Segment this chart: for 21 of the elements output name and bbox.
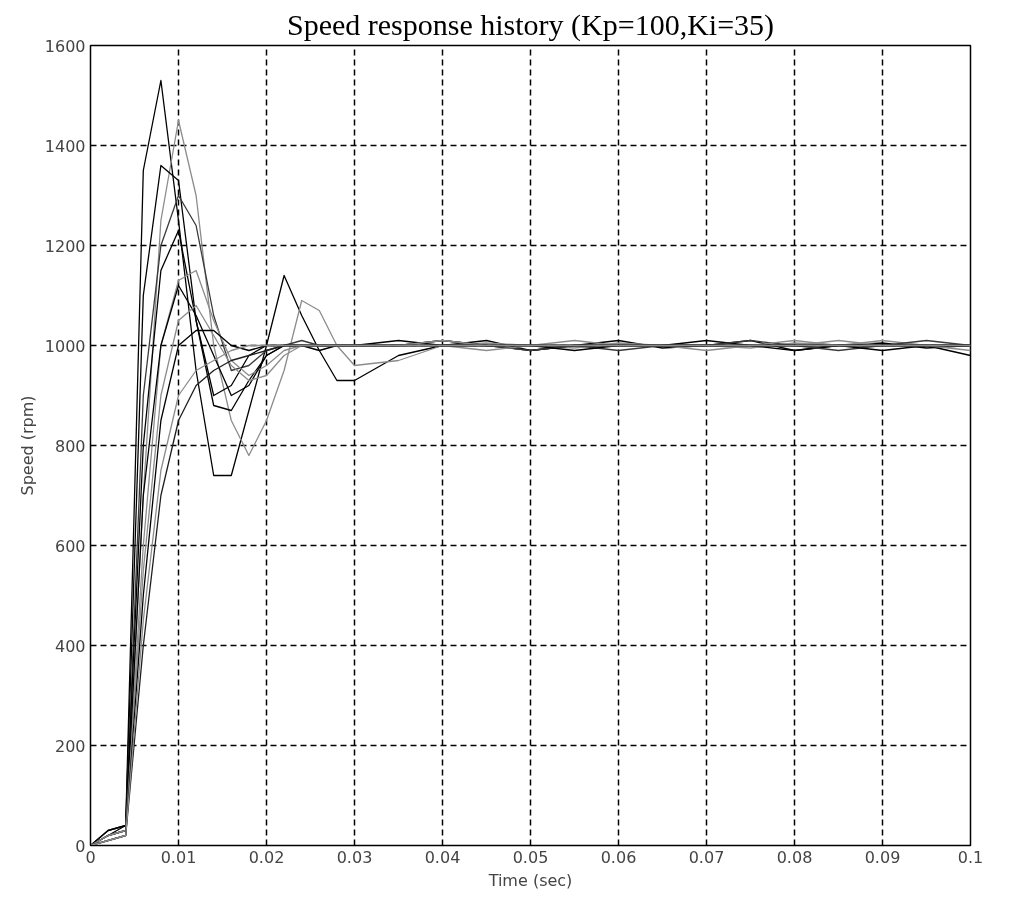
y-tick-label: 600 (54, 536, 86, 556)
x-tick-label: 0.02 (248, 847, 285, 867)
y-tick-label: 1600 (44, 36, 86, 56)
x-tick-label: 0.01 (160, 847, 197, 867)
y-tick-label: 1400 (44, 136, 86, 156)
y-tick-label: 1000 (44, 336, 86, 356)
x-tick-label: 0.09 (864, 847, 901, 867)
y-tick-label: 400 (54, 636, 86, 656)
x-tick-label: 0.1 (957, 847, 984, 867)
x-tick-label: 0.08 (776, 847, 813, 867)
x-tick-label: 0.03 (336, 847, 373, 867)
x-axis-title: Time (sec) (487, 870, 573, 890)
y-axis-title: Speed (rpm) (17, 395, 37, 496)
chart-title: Speed response history (Kp=100,Ki=35) (286, 7, 775, 42)
x-tick-label: 0.05 (512, 847, 549, 867)
y-tick-label: 800 (54, 436, 86, 456)
y-tick-label: 200 (54, 736, 86, 756)
x-tick-label: 0.04 (424, 847, 461, 867)
y-tick-label: 1200 (44, 236, 86, 256)
x-tick-label: 0.07 (688, 847, 725, 867)
x-tick-label: 0.06 (600, 847, 637, 867)
